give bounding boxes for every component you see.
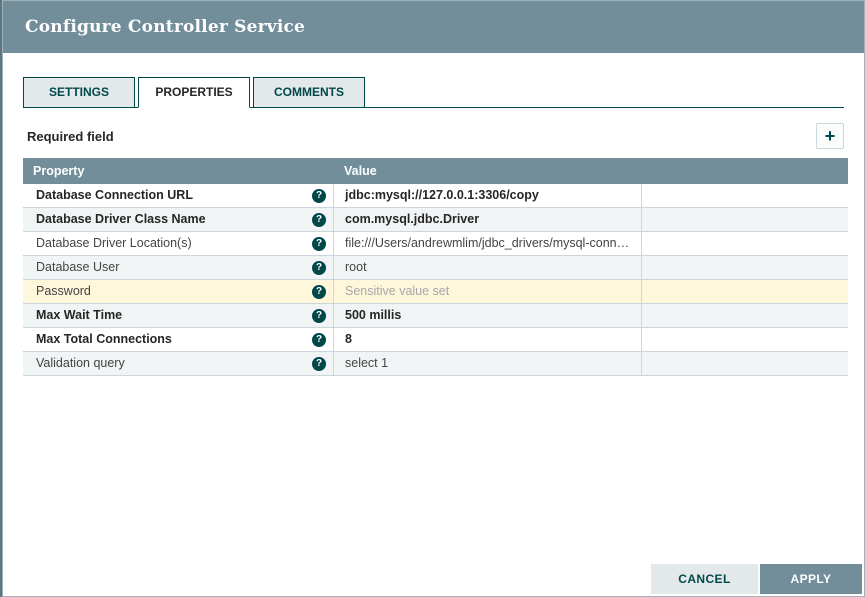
property-value[interactable]: com.mysql.jdbc.Driver [333,208,641,231]
column-header-value: Value [333,158,641,184]
tab-bar: SETTINGS PROPERTIES COMMENTS [23,77,844,108]
properties-table: Property Value Database Connection URL ?… [23,158,848,376]
table-row[interactable]: Database Driver Location(s) ? file:///Us… [23,232,848,256]
help-icon[interactable]: ? [312,189,326,203]
property-name: Database Driver Class Name [36,208,312,231]
table-row[interactable]: Max Wait Time ? 500 millis [23,304,848,328]
property-cell: Max Total Connections ? [23,328,333,351]
help-icon[interactable]: ? [312,261,326,275]
property-name: Password [36,280,312,303]
cancel-button[interactable]: CANCEL [651,564,758,594]
property-value[interactable]: root [333,256,641,279]
property-value[interactable]: Sensitive value set [333,280,641,303]
property-value[interactable]: 500 millis [333,304,641,327]
property-value[interactable]: file:///Users/andrewmlim/jdbc_drivers/my… [333,232,641,255]
table-row[interactable]: Password ? Sensitive value set [23,280,848,304]
table-row[interactable]: Max Total Connections ? 8 [23,328,848,352]
property-cell: Validation query ? [23,352,333,375]
help-icon[interactable]: ? [312,333,326,347]
table-row[interactable]: Database Driver Class Name ? com.mysql.j… [23,208,848,232]
dialog-title: Configure Controller Service [25,17,305,37]
property-cell: Database Driver Location(s) ? [23,232,333,255]
help-icon[interactable]: ? [312,213,326,227]
property-name: Database Connection URL [36,184,312,207]
help-icon[interactable]: ? [312,357,326,371]
property-name: Database User [36,256,312,279]
property-cell: Database Driver Class Name ? [23,208,333,231]
dialog-footer: CANCEL APPLY [651,564,862,594]
required-field-legend: Required field [23,129,114,144]
plus-icon: + [825,126,836,146]
table-body: Database Connection URL ? jdbc:mysql://1… [23,184,848,376]
help-icon[interactable]: ? [312,237,326,251]
legend-row: Required field + [23,123,844,149]
configure-controller-service-dialog: Configure Controller Service SETTINGS PR… [2,0,865,597]
property-name: Max Wait Time [36,304,312,327]
row-filler [641,304,848,327]
column-header-property: Property [23,158,333,184]
row-filler [641,184,848,207]
apply-button[interactable]: APPLY [760,564,862,594]
table-row[interactable]: Database User ? root [23,256,848,280]
column-header-filler [641,158,848,184]
property-cell: Max Wait Time ? [23,304,333,327]
property-cell: Password ? [23,280,333,303]
row-filler [641,328,848,351]
help-icon[interactable]: ? [312,285,326,299]
row-filler [641,256,848,279]
table-header-row: Property Value [23,158,848,184]
row-filler [641,352,848,375]
property-cell: Database Connection URL ? [23,184,333,207]
property-cell: Database User ? [23,256,333,279]
property-value[interactable]: select 1 [333,352,641,375]
property-value[interactable]: jdbc:mysql://127.0.0.1:3306/copy [333,184,641,207]
dialog-header: Configure Controller Service [3,1,864,53]
property-name: Validation query [36,352,312,375]
table-row[interactable]: Database Connection URL ? jdbc:mysql://1… [23,184,848,208]
tab-properties[interactable]: PROPERTIES [138,77,250,108]
row-filler [641,208,848,231]
table-row[interactable]: Validation query ? select 1 [23,352,848,376]
property-name: Database Driver Location(s) [36,232,312,255]
tab-comments[interactable]: COMMENTS [253,77,365,108]
property-value[interactable]: 8 [333,328,641,351]
row-filler [641,232,848,255]
row-filler [641,280,848,303]
help-icon[interactable]: ? [312,309,326,323]
tab-settings[interactable]: SETTINGS [23,77,135,108]
add-property-button[interactable]: + [816,123,844,149]
property-name: Max Total Connections [36,328,312,351]
